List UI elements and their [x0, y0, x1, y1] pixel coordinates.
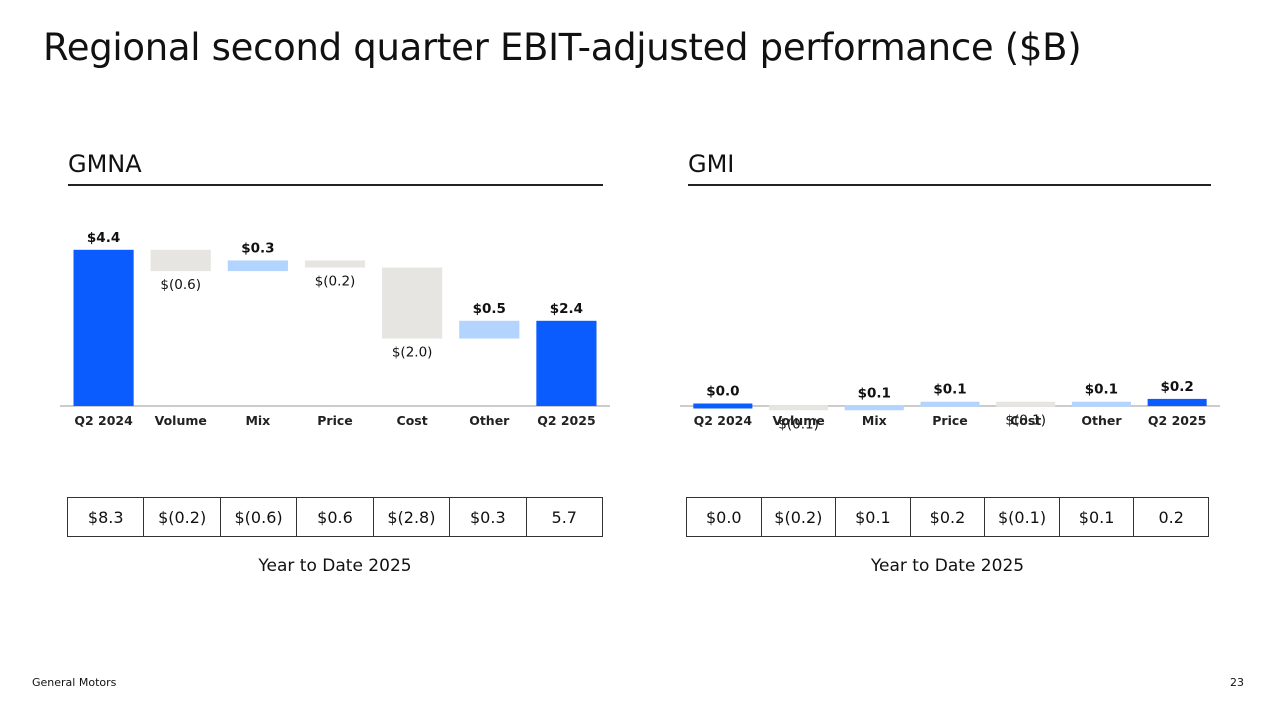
- gmna-ytd-label: Year to Date 2025: [258, 556, 412, 576]
- gmna-data-label-2: $0.3: [241, 240, 274, 256]
- gmi-category-label-6: Q2 2025: [1148, 413, 1206, 428]
- gmi-data-label-3: $0.1: [933, 382, 966, 398]
- gmi-category-label-5: Other: [1081, 413, 1122, 428]
- gmi-bar-3: [920, 401, 980, 407]
- gmna-data-label-3: $(0.2): [315, 274, 356, 290]
- gmna-data-label-4: $(2.0): [392, 345, 433, 361]
- ytd-cell: $0.3: [449, 497, 527, 537]
- ytd-cell: $(0.2): [143, 497, 221, 537]
- ytd-cell: $(0.6): [219, 497, 298, 537]
- gmi-category-label-2: Mix: [862, 413, 887, 428]
- gmna-ytd-table: $8.3 $(0.2) $(0.6) $0.6 $(2.8) $0.3 5.7: [66, 497, 604, 537]
- gmna-category-label-2: Mix: [245, 413, 270, 428]
- gmna-data-label-0: $4.4: [87, 230, 120, 246]
- ytd-cell: $0.0: [686, 497, 762, 537]
- gmna-bar-4: [382, 267, 443, 339]
- gmi-bar-4: [996, 401, 1056, 407]
- ytd-cell: $(0.2): [760, 497, 837, 537]
- ytd-cell: $8.3: [66, 497, 145, 537]
- gmi-bar-1: [769, 405, 829, 411]
- gmna-bar-6: [536, 320, 597, 406]
- gmi-bar-5: [1071, 401, 1131, 407]
- gmna-bar-1: [150, 249, 211, 272]
- gmi-data-label-1: $(0.1): [778, 416, 819, 432]
- ytd-cell: $0.1: [835, 497, 911, 537]
- ytd-cell: $(2.8): [372, 497, 451, 537]
- gmna-category-label-4: Cost: [397, 413, 428, 428]
- gmi-ytd-label: Year to Date 2025: [870, 556, 1025, 576]
- gmna-panel-title: GMNA: [68, 150, 142, 178]
- gmna-data-label-5: $0.5: [473, 301, 506, 317]
- gmna-bar-2: [227, 260, 288, 272]
- gmna-title-rule: [68, 184, 603, 186]
- gmi-panel-title: GMI: [688, 150, 735, 178]
- gmi-data-label-4: $(0.1): [1005, 413, 1046, 429]
- gmna-category-label-6: Q2 2025: [537, 413, 595, 428]
- gmi-category-label-1: Volume: [772, 413, 824, 428]
- gmi-ytd-table: $0.0 $(0.2) $0.1 $0.2 $(0.1) $0.1 0.2: [686, 497, 1209, 537]
- ytd-cell: 0.2: [1133, 497, 1209, 537]
- gmna-category-label-5: Other: [469, 413, 510, 428]
- gmi-category-label-4: Cost: [1010, 413, 1041, 428]
- gmna-bar-5: [459, 320, 520, 339]
- gmi-data-label-5: $0.1: [1085, 382, 1118, 398]
- footer-company: General Motors: [32, 676, 117, 689]
- page-title: Regional second quarter EBIT-adjusted pe…: [43, 26, 1082, 69]
- gmna-data-label-6: $2.4: [550, 301, 583, 317]
- ytd-cell: $0.1: [1058, 497, 1135, 537]
- gmna-waterfall-chart: $4.4 Q2 2024 $(0.6) Volume $0.3 Mix $(0.2) Pric…: [60, 230, 610, 428]
- gmna-bar-0: [73, 249, 134, 406]
- gmi-data-label-6: $0.2: [1160, 379, 1193, 395]
- gmi-bar-0: [693, 403, 753, 409]
- ytd-row: $0.0 $(0.2) $0.1 $0.2 $(0.1) $0.1 0.2: [686, 497, 1209, 537]
- gmi-category-label-0: Q2 2024: [694, 413, 753, 428]
- page-number: 23: [1230, 676, 1244, 689]
- gmi-category-label-3: Price: [932, 413, 968, 428]
- ytd-cell: $(0.1): [984, 497, 1060, 537]
- ytd-cell: $0.6: [296, 497, 374, 537]
- gmna-category-label-1: Volume: [155, 413, 207, 428]
- gmna-category-label-0: Q2 2024: [74, 413, 133, 428]
- gmi-title-rule: [688, 184, 1211, 186]
- gmi-bar-6: [1147, 398, 1207, 406]
- gmna-bar-3: [304, 260, 366, 268]
- gmi-data-label-2: $0.1: [858, 385, 891, 401]
- gmna-data-label-1: $(0.6): [160, 277, 201, 293]
- gmna-category-label-3: Price: [317, 413, 353, 428]
- ytd-cell: $0.2: [909, 497, 986, 537]
- ytd-cell: 5.7: [525, 497, 604, 537]
- gmi-data-label-0: $0.0: [706, 384, 739, 400]
- gmi-bar-2: [844, 405, 904, 411]
- ytd-row: $8.3 $(0.2) $(0.6) $0.6 $(2.8) $0.3 5.7: [66, 497, 604, 537]
